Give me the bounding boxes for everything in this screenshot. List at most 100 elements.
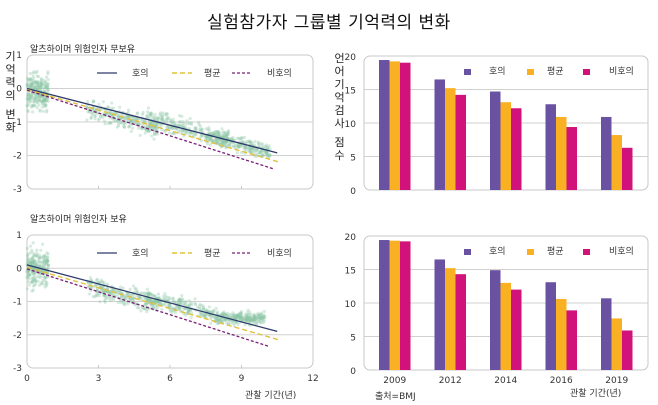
scatter-point — [30, 280, 34, 284]
bar-average-2014 — [500, 102, 511, 190]
scatter-point — [199, 135, 203, 139]
bar-average-2012 — [445, 88, 456, 190]
scatter-point — [36, 87, 41, 91]
scatter-point — [179, 298, 183, 302]
scatter-point — [33, 86, 37, 90]
scatter-point — [128, 297, 132, 301]
scatter-point — [87, 292, 92, 296]
scatter-point — [167, 131, 172, 135]
scatter-point — [223, 318, 227, 322]
scatter-point — [237, 315, 241, 319]
scatter-point — [236, 314, 240, 318]
scatter-point — [216, 319, 220, 323]
scatter-point — [85, 99, 90, 104]
scatter-point — [38, 108, 42, 112]
scatter-point — [179, 301, 183, 305]
scatter-point — [255, 319, 259, 323]
bar-unfavorable-2014 — [511, 108, 522, 190]
scatter-point — [240, 318, 244, 322]
scatter-point — [38, 95, 43, 99]
scatter-point — [162, 119, 166, 123]
scatter-point — [45, 261, 49, 265]
scatter-point — [264, 150, 268, 154]
scatter-point — [99, 114, 103, 118]
scatter-point — [156, 296, 160, 300]
scatter-point — [214, 316, 218, 320]
scatter-point — [132, 117, 136, 121]
scatter-point — [219, 318, 224, 322]
scatter-point — [152, 126, 157, 131]
bar-average-2019 — [611, 318, 622, 370]
scatter-point — [233, 315, 237, 319]
scatter-point — [29, 84, 33, 88]
scatter-point — [91, 100, 95, 104]
scatter-point — [265, 152, 269, 156]
scatter-point — [155, 300, 159, 304]
scatter-point — [209, 315, 214, 319]
scatter-point — [223, 312, 227, 317]
scatter-point — [41, 255, 45, 259]
scatter-point — [112, 118, 116, 123]
scatter-point — [116, 293, 120, 297]
scatter-point — [226, 132, 230, 136]
scatter-points — [25, 69, 272, 159]
scatter-point — [243, 316, 247, 320]
axis-label-char: 검 — [334, 104, 345, 117]
scatter-point — [40, 264, 44, 268]
scatter-point — [140, 127, 144, 131]
x-tick-label: 9 — [239, 374, 245, 384]
scatter-point — [105, 296, 109, 300]
scatter-point — [216, 138, 220, 142]
scatter-point — [42, 258, 46, 262]
scatter-point — [148, 121, 152, 125]
scatter-point — [45, 255, 49, 259]
scatter-point — [264, 145, 268, 149]
scatter-point — [236, 144, 241, 148]
scatter-point — [108, 109, 112, 114]
scatter-point — [45, 96, 49, 101]
scatter-point — [177, 306, 181, 311]
scatter-point — [153, 112, 157, 117]
scatter-point — [203, 313, 207, 318]
scatter-point — [86, 284, 90, 289]
scatter-point — [202, 313, 206, 317]
scatter-point — [214, 138, 218, 142]
scatter-point — [197, 120, 201, 125]
scatter-point — [247, 318, 251, 323]
scatter-point — [116, 119, 120, 123]
scatter-point — [177, 123, 181, 127]
scatter-point — [237, 316, 242, 321]
scatter-point — [182, 301, 186, 305]
scatter-point — [250, 150, 254, 154]
scatter-point — [187, 299, 191, 303]
scatter-point — [246, 317, 250, 321]
scatter-point — [116, 124, 121, 128]
scatter-point — [265, 152, 269, 156]
scatter-point — [209, 317, 213, 321]
scatter-point — [31, 86, 35, 90]
bar-favorable-2009 — [379, 240, 390, 370]
scatter-point — [182, 302, 187, 306]
scatter-point — [170, 126, 175, 130]
x-tick-label: 2016 — [550, 376, 573, 386]
scatter-point — [40, 260, 45, 264]
scatter-point — [42, 263, 46, 267]
scatter-point — [38, 92, 43, 96]
x-tick-label: 6 — [167, 374, 173, 384]
scatter-point — [209, 138, 213, 142]
bar-x-axis-label: 관찰 기간(년) — [570, 389, 622, 399]
scatter-point — [39, 85, 43, 89]
scatter-point — [165, 112, 170, 116]
scatter-point — [225, 313, 229, 318]
scatter-point — [266, 155, 270, 159]
scatter-point — [207, 305, 211, 309]
scatter-point — [34, 99, 38, 103]
scatter-point — [234, 315, 238, 319]
scatter-point — [30, 82, 34, 86]
scatter-point — [261, 316, 265, 320]
scatter-point — [145, 128, 149, 133]
scatter-point — [149, 121, 153, 125]
scatter-point — [255, 316, 259, 320]
scatter-point — [153, 294, 158, 298]
scatter-point — [28, 78, 32, 82]
